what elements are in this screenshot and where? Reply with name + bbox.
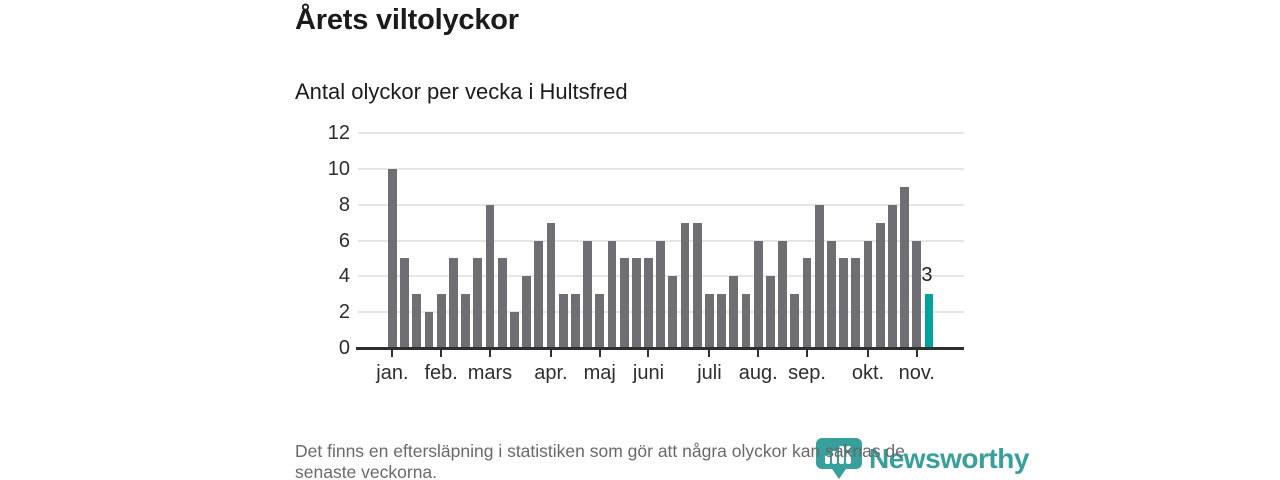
bar (644, 258, 653, 348)
bar (400, 258, 409, 348)
x-axis-tick-label: feb. (424, 362, 458, 384)
bar (705, 294, 714, 348)
gridline (358, 203, 964, 206)
x-axis-tick-label: apr. (534, 362, 568, 384)
x-axis-tick (391, 350, 394, 357)
bar (814, 204, 824, 348)
x-axis-tick-label: sep. (788, 362, 826, 384)
x-axis-tick-label: nov. (898, 362, 935, 384)
bar (753, 240, 763, 348)
newsworthy-pin-bar-chart-icon (816, 438, 862, 479)
bar (875, 222, 885, 348)
y-axis-tick-label: 8 (338, 193, 350, 216)
bar (887, 204, 897, 348)
bar (656, 240, 666, 348)
bar (619, 258, 629, 348)
chart-subtitle: Antal olyckor per vecka i Hultsfred (295, 79, 628, 104)
x-axis-tick (598, 350, 601, 357)
highlight-value-label: 3 (921, 264, 933, 287)
x-axis-tick-label: juli (697, 362, 722, 384)
bar (473, 258, 483, 348)
bar-current-week (924, 294, 934, 348)
x-axis-tick (549, 350, 552, 357)
newsworthy-logo-text: Newsworthy (869, 442, 1029, 474)
bar (741, 294, 751, 348)
newsworthy-logo[interactable]: Newsworthy (816, 438, 1029, 479)
bar (851, 258, 861, 348)
x-axis-tick-label: juni (632, 362, 665, 384)
bar (485, 204, 495, 348)
bar (729, 276, 739, 348)
bar (583, 240, 592, 348)
bar (802, 258, 812, 348)
x-axis-tick (440, 350, 443, 357)
bar (790, 294, 800, 348)
x-axis-tick-label: maj (583, 362, 616, 384)
gridline (358, 132, 964, 134)
bar (631, 258, 641, 348)
bar (534, 240, 544, 348)
x-axis-tick (488, 350, 491, 357)
bar (436, 294, 446, 348)
bar (497, 258, 507, 348)
bar (668, 276, 678, 348)
x-axis-tick (806, 350, 809, 357)
bar (778, 240, 788, 348)
bar (607, 240, 617, 348)
x-axis-tick-label: jan. (376, 362, 409, 384)
y-axis-tick-label: 0 (338, 337, 350, 359)
y-axis-tick-label: 12 (327, 122, 350, 144)
chart-footnote: Det finns en eftersläpning i statistiken… (295, 441, 905, 480)
x-axis-tick (915, 350, 918, 357)
x-axis-tick (757, 350, 760, 357)
y-axis-tick-label: 2 (338, 301, 350, 324)
x-axis-tick (867, 350, 869, 357)
bar (680, 222, 690, 348)
bar (448, 258, 458, 348)
gridline (358, 167, 964, 170)
bar (766, 276, 775, 348)
bar (558, 294, 568, 348)
bar (461, 294, 470, 348)
bar (546, 222, 556, 348)
bar (912, 240, 922, 348)
bar (424, 312, 434, 348)
bar (839, 258, 848, 348)
x-axis-tick (708, 350, 711, 357)
y-axis-tick-label: 10 (327, 157, 350, 180)
x-axis-tick-label: aug. (738, 362, 778, 384)
bar (595, 294, 605, 348)
y-axis-tick-label: 6 (338, 229, 350, 252)
bar (570, 294, 580, 348)
bar (863, 240, 873, 348)
bar (522, 276, 531, 348)
x-axis-line (356, 347, 964, 350)
bar (692, 222, 702, 348)
bar (509, 312, 519, 348)
x-axis-tick (647, 350, 650, 357)
chart-title: Årets viltolyckor (295, 4, 519, 36)
x-axis-tick-label: mars (467, 362, 513, 384)
bar (717, 294, 727, 348)
y-axis-tick-label: 4 (338, 265, 350, 288)
bar (412, 294, 422, 348)
bar (827, 240, 836, 348)
bar (900, 186, 909, 348)
bar (388, 168, 397, 348)
x-axis-tick-label: okt. (851, 362, 885, 384)
